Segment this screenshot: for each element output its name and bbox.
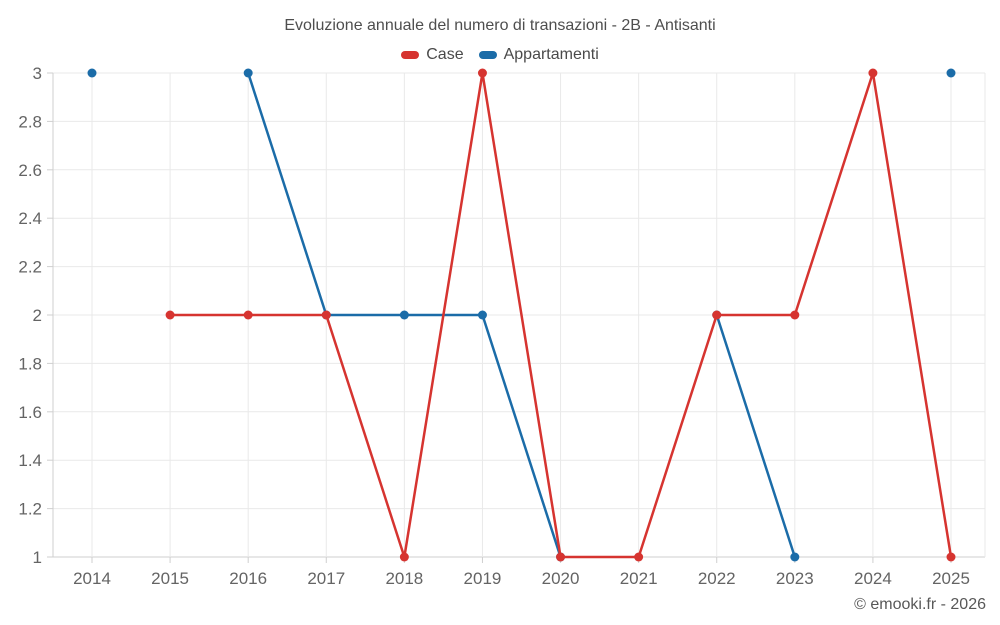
data-point-case-2017[interactable] [321,310,331,320]
x-axis-tick-label: 2022 [698,569,736,588]
data-point-case-2025[interactable] [946,552,956,562]
legend-swatch-appartamenti-icon [478,51,497,59]
data-point-case-2019[interactable] [477,68,487,78]
data-point-case-2016[interactable] [243,310,253,320]
y-axis-tick-label: 1.2 [18,500,42,519]
y-axis-tick-label: 1.6 [18,403,42,422]
y-axis-tick-label: 2.8 [18,112,42,131]
y-axis-tick-label: 1 [33,548,42,567]
data-point-appartamenti-2016[interactable] [243,68,253,78]
legend: Case Appartamenti [0,46,1000,64]
y-axis-tick-label: 2.6 [18,161,42,180]
x-axis-tick-label: 2015 [151,569,189,588]
data-point-appartamenti-2014[interactable] [87,68,97,78]
x-axis-tick-label: 2020 [542,569,580,588]
y-axis-tick-label: 2.2 [18,258,42,277]
data-point-case-2020[interactable] [556,552,566,562]
data-point-case-2024[interactable] [868,68,878,78]
x-axis-tick-label: 2021 [620,569,658,588]
legend-label-appartamenti: Appartamenti [503,46,599,63]
y-axis-tick-label: 1.8 [18,354,42,373]
x-axis-tick-label: 2014 [73,569,111,588]
data-point-case-2022[interactable] [712,310,722,320]
data-point-case-2015[interactable] [165,310,175,320]
y-axis-tick-label: 2 [33,306,42,325]
x-axis-tick-label: 2025 [932,569,970,588]
data-point-case-2021[interactable] [634,552,644,562]
legend-item-appartamenti[interactable]: Appartamenti [478,46,599,64]
data-point-appartamenti-2025[interactable] [946,68,956,78]
x-axis-tick-label: 2016 [229,569,267,588]
legend-item-case[interactable]: Case [401,46,464,64]
watermark: © emooki.fr - 2026 [854,596,986,613]
data-point-case-2018[interactable] [399,552,409,562]
x-axis-tick-label: 2018 [385,569,423,588]
y-axis-tick-label: 2.4 [18,209,42,228]
data-point-appartamenti-2019[interactable] [477,310,487,320]
x-axis-tick-label: 2019 [464,569,502,588]
x-axis-tick-label: 2023 [776,569,814,588]
legend-swatch-case-icon [401,51,420,59]
legend-label-case: Case [426,46,464,63]
data-point-case-2023[interactable] [790,310,800,320]
data-point-appartamenti-2023[interactable] [790,552,800,562]
y-axis-tick-label: 1.4 [18,451,42,470]
data-point-appartamenti-2018[interactable] [399,310,409,320]
y-axis-tick-label: 3 [33,64,42,83]
chart-title: Evoluzione annuale del numero di transaz… [284,17,716,34]
series-line-appartamenti [715,313,797,559]
x-axis-tick-label: 2017 [307,569,345,588]
x-axis-tick-label: 2024 [854,569,892,588]
